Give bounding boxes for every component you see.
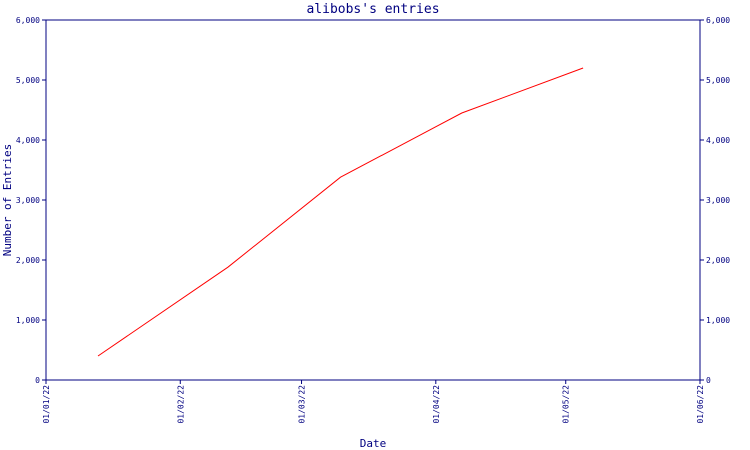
y-tick-label-right: 5,000 <box>706 76 730 85</box>
y-tick-label-right: 0 <box>706 376 711 385</box>
y-tick-label-right: 6,000 <box>706 16 730 25</box>
x-tick-label: 01/02/22 <box>176 385 185 424</box>
y-tick-label-left: 4,000 <box>16 136 40 145</box>
y-tick-label-left: 3,000 <box>16 196 40 205</box>
y-axis-label: Number of Entries <box>1 144 14 257</box>
y-tick-label-right: 2,000 <box>706 256 730 265</box>
x-tick-label: 01/03/22 <box>298 385 307 424</box>
x-tick-label: 01/06/22 <box>696 385 705 424</box>
x-tick-label: 01/05/22 <box>562 385 571 424</box>
x-tick-label: 01/04/22 <box>432 385 441 424</box>
y-tick-label-left: 1,000 <box>16 316 40 325</box>
y-tick-label-right: 3,000 <box>706 196 730 205</box>
y-tick-label-right: 4,000 <box>706 136 730 145</box>
y-tick-label-left: 0 <box>35 376 40 385</box>
plot-area-frame <box>45 19 701 381</box>
x-tick-label: 01/01/22 <box>42 385 51 424</box>
series-line <box>97 67 584 357</box>
chart-title: alibobs's entries <box>306 2 439 17</box>
y-tick-label-left: 6,000 <box>16 16 40 25</box>
y-tick-label-left: 5,000 <box>16 76 40 85</box>
y-tick-label-left: 2,000 <box>16 256 40 265</box>
x-axis-label: Date <box>360 437 387 450</box>
y-tick-label-right: 1,000 <box>706 316 730 325</box>
